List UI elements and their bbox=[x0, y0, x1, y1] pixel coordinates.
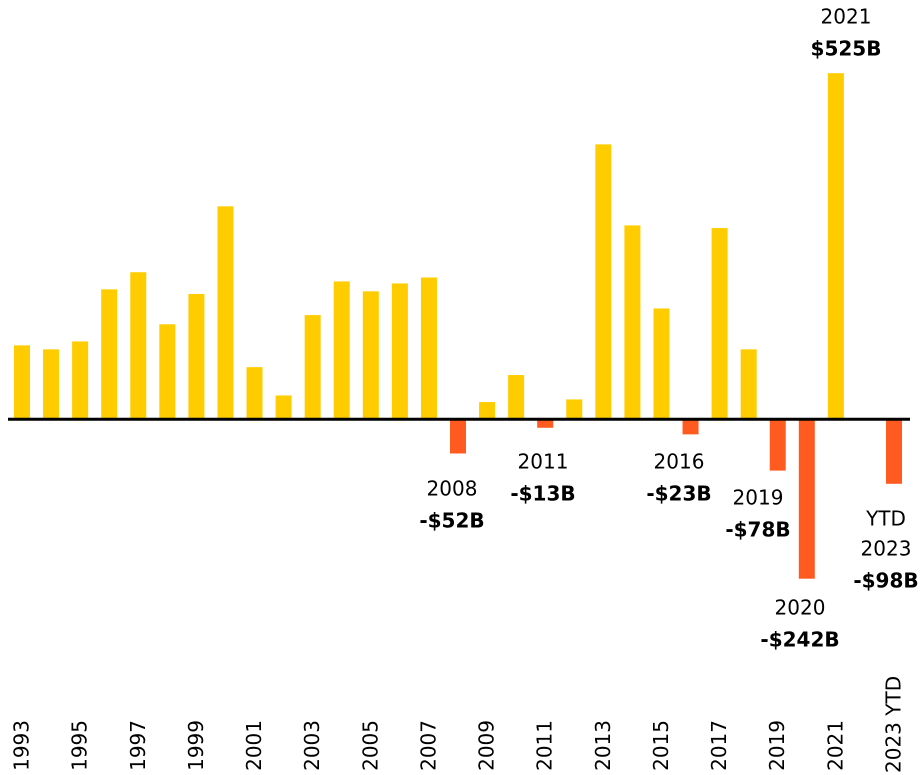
bar bbox=[130, 272, 147, 420]
annotation: 2019 bbox=[733, 486, 784, 510]
bar bbox=[391, 283, 408, 420]
x-tick-label: 1993 bbox=[10, 720, 34, 771]
x-tick-label: 2015 bbox=[649, 720, 673, 771]
bar bbox=[159, 324, 176, 420]
value-label: -$78B bbox=[725, 518, 790, 542]
value-label: -$23B bbox=[646, 482, 711, 506]
value-label: -$13B bbox=[510, 482, 575, 506]
bar bbox=[682, 419, 699, 435]
bar bbox=[246, 367, 263, 420]
bar bbox=[740, 349, 757, 420]
bar bbox=[217, 206, 234, 420]
bar bbox=[420, 277, 437, 420]
bar bbox=[827, 73, 844, 420]
x-tick-label: 2013 bbox=[591, 720, 615, 771]
bar bbox=[333, 281, 350, 420]
value-label: $525B bbox=[811, 37, 882, 61]
x-tick-label: 2023 YTD bbox=[882, 676, 906, 773]
x-tick-label: 2007 bbox=[416, 720, 440, 771]
annotation: 2011 bbox=[518, 450, 569, 474]
x-tick-label: 2017 bbox=[707, 720, 731, 771]
bar bbox=[595, 144, 612, 420]
bar bbox=[537, 419, 554, 428]
value-label: -$98B bbox=[853, 569, 918, 593]
bar bbox=[566, 399, 583, 420]
x-tick-label: 1997 bbox=[126, 720, 150, 771]
bar bbox=[188, 293, 205, 420]
bar bbox=[72, 341, 89, 420]
bar bbox=[275, 395, 292, 420]
bar bbox=[886, 419, 902, 484]
annotation: YTD bbox=[865, 507, 906, 531]
x-tick-label: 1999 bbox=[184, 720, 208, 771]
x-tick-label: 2021 bbox=[823, 720, 847, 771]
bar bbox=[43, 349, 60, 420]
annotation: 2021 bbox=[821, 5, 872, 29]
bar bbox=[769, 419, 786, 471]
bar bbox=[798, 419, 815, 579]
x-tick-label: 2001 bbox=[242, 720, 266, 771]
bar bbox=[711, 228, 728, 420]
bar bbox=[653, 308, 670, 420]
value-label: -$52B bbox=[419, 509, 484, 533]
x-tick-label: 2005 bbox=[358, 720, 382, 771]
x-tick-label: 1995 bbox=[68, 720, 92, 771]
bar bbox=[624, 225, 641, 420]
x-tick-label: 2011 bbox=[533, 720, 557, 771]
x-tick-label: 2003 bbox=[300, 720, 324, 771]
value-label: -$242B bbox=[760, 628, 839, 652]
x-tick-label: 2019 bbox=[765, 720, 789, 771]
x-tick-label: 2009 bbox=[475, 720, 499, 771]
bar bbox=[508, 375, 525, 420]
bar bbox=[14, 345, 30, 420]
bar bbox=[362, 291, 379, 420]
bar bbox=[479, 402, 496, 420]
annotation: 2023 bbox=[861, 537, 912, 561]
annotation: 2008 bbox=[427, 477, 478, 501]
bar bbox=[304, 315, 321, 420]
annotation: 2016 bbox=[654, 450, 705, 474]
bar bbox=[450, 419, 466, 454]
annotation: 2020 bbox=[775, 596, 826, 620]
bar bbox=[101, 289, 118, 420]
